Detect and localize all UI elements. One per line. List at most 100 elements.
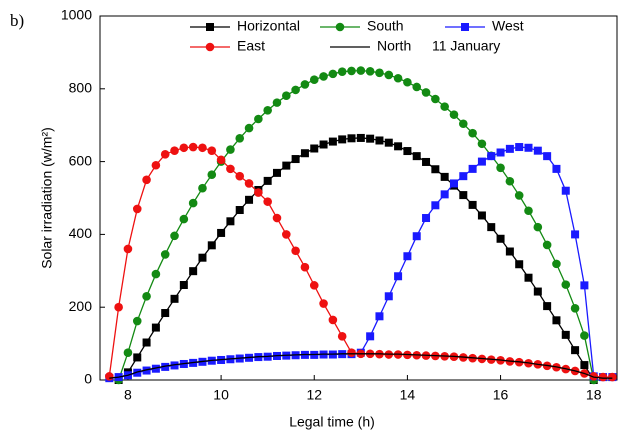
data-point — [589, 372, 599, 381]
data-point — [561, 330, 570, 339]
data-point — [515, 260, 524, 269]
data-point — [533, 287, 542, 296]
data-point — [543, 152, 552, 161]
data-point — [571, 346, 580, 355]
data-point — [552, 164, 561, 173]
plot-frame — [99, 15, 618, 381]
data-point — [151, 364, 160, 373]
data-point — [347, 66, 356, 76]
data-point — [384, 138, 393, 147]
series-line — [118, 69, 595, 381]
data-point — [151, 160, 161, 170]
data-point — [179, 280, 188, 289]
data-point — [365, 67, 375, 76]
data-point — [142, 338, 151, 347]
data-point — [310, 144, 319, 153]
data-point — [580, 331, 589, 340]
data-point — [347, 348, 356, 358]
data-point — [505, 176, 515, 186]
series-line — [109, 146, 613, 379]
y-tick-label: 800 — [69, 80, 93, 96]
data-point — [151, 323, 160, 332]
data-point — [561, 186, 570, 195]
data-point — [245, 195, 254, 204]
data-point — [291, 85, 300, 95]
data-point — [477, 139, 487, 149]
data-point — [142, 175, 151, 185]
data-point — [403, 252, 412, 261]
data-point — [123, 244, 133, 254]
data-point — [207, 170, 217, 180]
data-point — [226, 217, 235, 226]
data-point — [207, 241, 216, 250]
data-point — [608, 372, 617, 382]
data-point — [217, 228, 226, 237]
data-point — [309, 75, 319, 84]
data-point — [440, 102, 449, 111]
data-point — [458, 119, 468, 129]
data-point — [263, 105, 272, 115]
data-point — [263, 197, 272, 206]
data-point — [189, 267, 198, 276]
data-point — [440, 190, 449, 199]
data-point — [160, 250, 170, 259]
data-point — [394, 272, 403, 281]
data-point — [235, 171, 245, 181]
x-tick-label: 16 — [493, 387, 509, 403]
data-point — [272, 213, 282, 223]
data-point — [422, 214, 431, 223]
y-axis-label: Solar irradiation (w/m²) — [39, 127, 55, 269]
data-point — [133, 353, 142, 362]
data-point — [542, 240, 552, 250]
data-point — [543, 302, 552, 311]
data-point — [449, 110, 459, 119]
data-point — [272, 98, 282, 107]
legend-marker — [206, 23, 214, 31]
data-point — [366, 332, 375, 341]
data-point — [132, 316, 142, 326]
data-point — [170, 231, 179, 241]
data-point — [170, 294, 179, 303]
annotation: 11 January — [432, 38, 500, 54]
data-point — [151, 269, 161, 279]
data-point — [375, 68, 384, 78]
data-point — [105, 372, 114, 381]
x-tick-label: 8 — [124, 387, 132, 403]
data-point — [570, 303, 580, 313]
data-point — [328, 137, 337, 146]
data-point — [524, 206, 533, 216]
data-point — [394, 142, 403, 151]
data-point — [477, 211, 486, 220]
data-point — [198, 253, 207, 262]
data-point — [459, 191, 468, 200]
data-point — [160, 150, 170, 159]
data-point — [179, 214, 189, 224]
panel-label: b) — [10, 11, 24, 30]
data-point — [440, 172, 449, 181]
data-point — [403, 77, 412, 87]
y-tick-label: 1000 — [61, 7, 92, 23]
data-point — [319, 140, 328, 149]
data-point — [319, 299, 328, 308]
data-point — [161, 309, 170, 318]
series-line — [108, 146, 613, 378]
legend-label: Horizontal — [237, 18, 300, 34]
data-point — [170, 146, 179, 155]
data-point — [468, 200, 477, 209]
data-point — [226, 164, 235, 174]
x-tick-label: 18 — [586, 387, 602, 403]
data-point — [263, 176, 272, 185]
data-point — [226, 145, 235, 154]
legend-label: West — [492, 18, 524, 34]
data-point — [161, 362, 170, 371]
data-point — [328, 69, 338, 79]
y-tick-label: 0 — [84, 371, 92, 387]
data-point — [505, 144, 514, 153]
data-point — [347, 134, 356, 143]
data-point — [356, 133, 365, 142]
data-point — [319, 72, 328, 81]
data-point — [552, 259, 561, 269]
data-point — [515, 143, 524, 152]
legend-label: South — [367, 18, 404, 34]
data-point — [328, 315, 338, 325]
